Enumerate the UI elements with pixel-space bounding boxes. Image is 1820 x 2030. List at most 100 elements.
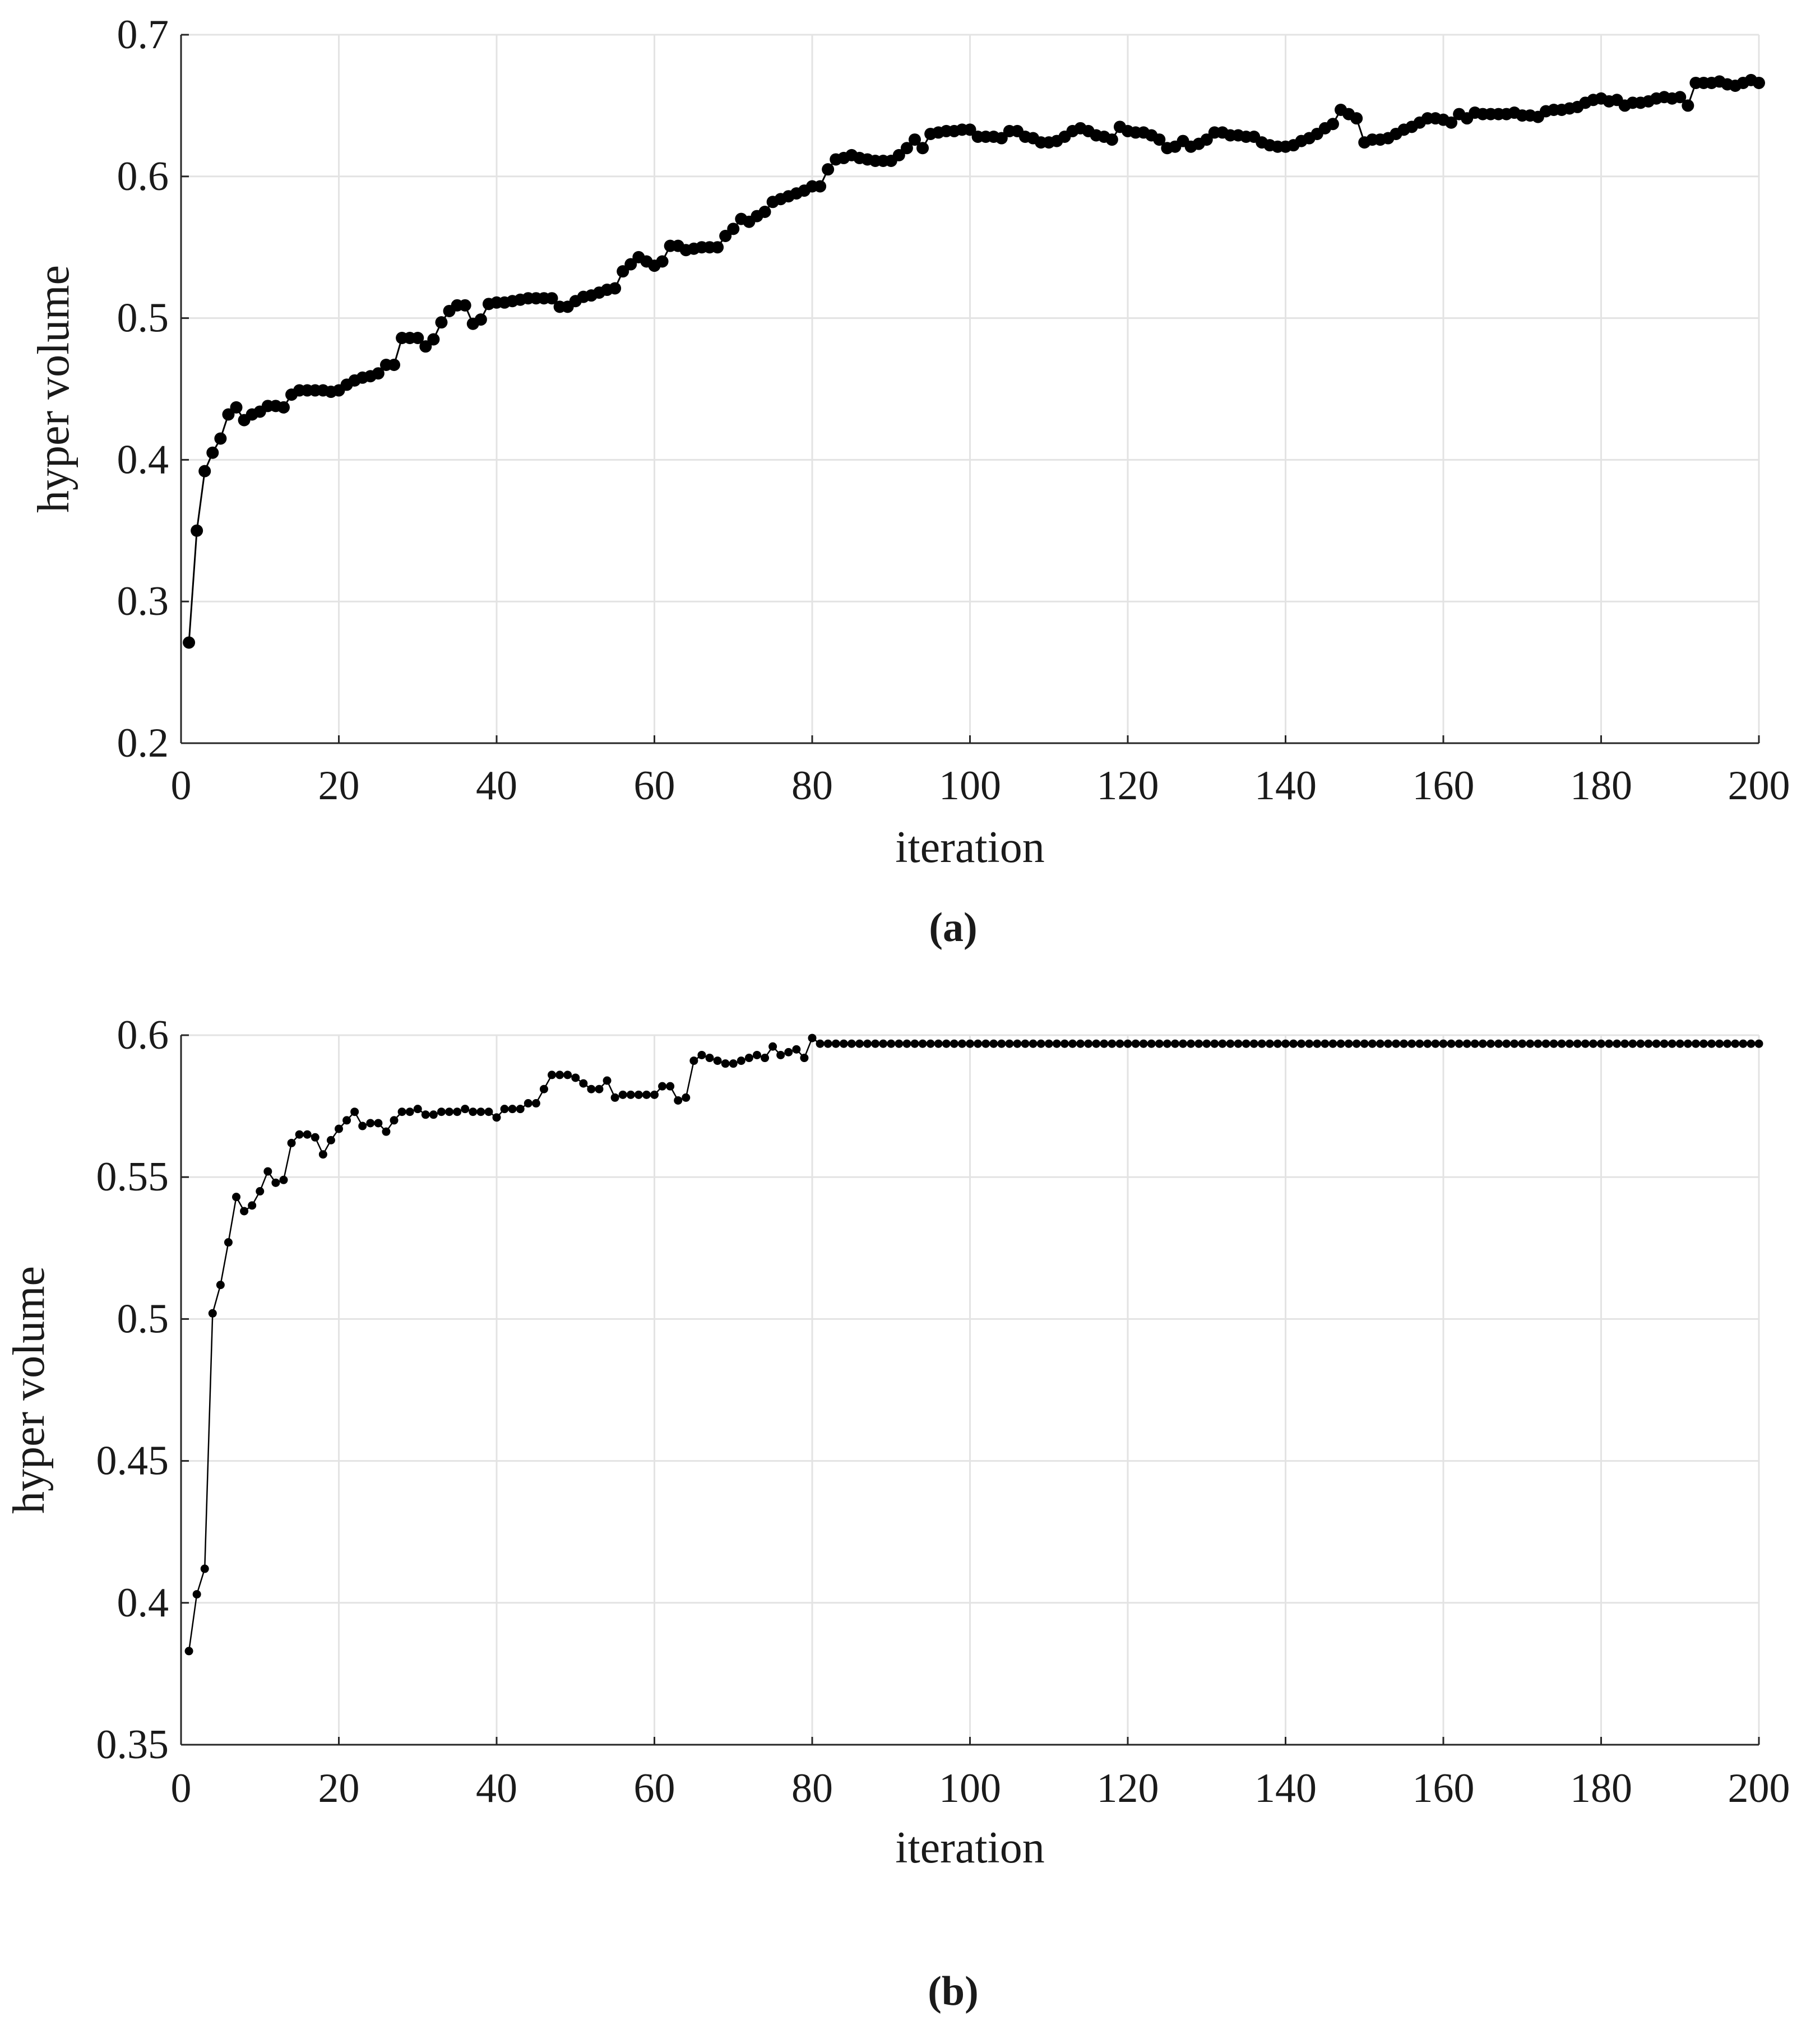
data-point <box>705 1054 714 1063</box>
data-point <box>1683 1039 1692 1048</box>
data-point <box>411 331 424 344</box>
data-point <box>887 1039 896 1048</box>
data-point <box>1344 1039 1353 1048</box>
data-point <box>831 1039 840 1048</box>
data-point <box>1731 1039 1740 1048</box>
x-tick-label: 0 <box>171 1765 192 1811</box>
data-point <box>1541 1039 1550 1048</box>
x-tick-label: 60 <box>634 763 675 809</box>
x-tick-label: 80 <box>791 763 833 809</box>
data-point <box>1707 1039 1716 1048</box>
y-tick-label: 0.2 <box>117 720 169 766</box>
data-point <box>388 359 401 372</box>
data-point <box>413 1105 422 1114</box>
data-point <box>981 1039 990 1048</box>
data-point <box>1557 1039 1566 1048</box>
data-point <box>863 1039 872 1048</box>
y-tick-label: 0.45 <box>96 1438 169 1484</box>
data-point <box>847 1039 856 1048</box>
caption: (a) <box>929 905 977 951</box>
data-point <box>1249 1039 1258 1048</box>
y-tick-label: 0.6 <box>117 1012 169 1058</box>
data-point <box>1383 1039 1392 1048</box>
data-point <box>1013 1039 1022 1048</box>
data-point <box>1257 1039 1266 1048</box>
data-point <box>758 206 771 218</box>
x-tick-label: 20 <box>318 763 360 809</box>
data-point <box>1494 1039 1503 1048</box>
data-point <box>1747 1039 1756 1048</box>
data-point <box>230 401 243 414</box>
data-point <box>642 1090 651 1099</box>
data-point <box>1431 1039 1440 1048</box>
data-point <box>1462 1039 1471 1048</box>
x-tick-label: 20 <box>318 1765 360 1811</box>
data-point <box>200 1564 209 1573</box>
data-point <box>814 180 827 193</box>
data-point <box>609 282 622 295</box>
data-point <box>1439 1039 1448 1048</box>
data-line <box>188 1037 1759 1652</box>
data-point <box>1265 1039 1274 1048</box>
data-point <box>545 292 558 305</box>
data-point <box>1092 1039 1101 1048</box>
data-point <box>500 1105 509 1114</box>
data-point <box>1179 1039 1188 1048</box>
data-point <box>358 1121 367 1130</box>
data-point <box>1613 1039 1622 1048</box>
data-point <box>531 1099 540 1108</box>
data-point <box>800 1054 809 1063</box>
data-point <box>1105 133 1118 146</box>
data-point <box>892 149 905 161</box>
data-point <box>744 1054 753 1063</box>
data-point <box>1470 1039 1479 1048</box>
data-point <box>1447 1039 1456 1048</box>
data-point <box>895 1039 904 1048</box>
data-point <box>942 1039 951 1048</box>
data-point <box>997 1039 1006 1048</box>
data-point <box>1478 1039 1487 1048</box>
data-point <box>1565 1039 1574 1048</box>
data-point <box>1455 1039 1464 1048</box>
data-point <box>382 1127 391 1136</box>
data-point <box>1147 1039 1156 1048</box>
data-point <box>1336 1039 1345 1048</box>
data-point <box>634 1090 643 1099</box>
data-point <box>405 1107 414 1116</box>
data-point <box>934 1039 943 1048</box>
data-point <box>508 1105 517 1114</box>
data-point <box>957 1039 966 1048</box>
data-point <box>1753 76 1765 89</box>
data-point <box>1153 133 1166 146</box>
data-point <box>222 408 235 421</box>
data-point <box>902 1039 911 1048</box>
data-point <box>303 1130 312 1139</box>
data-point <box>1313 1039 1322 1048</box>
data-point <box>311 1133 319 1142</box>
data-point <box>624 258 637 271</box>
data-point <box>397 1107 406 1116</box>
data-point <box>240 1207 249 1216</box>
data-point <box>1139 1039 1148 1048</box>
data-point <box>374 1119 383 1128</box>
data-point <box>626 1090 635 1099</box>
data-point <box>1660 1039 1669 1048</box>
data-point <box>390 1116 399 1125</box>
data-point <box>1668 1039 1677 1048</box>
data-point <box>737 1056 745 1065</box>
x-tick-label: 140 <box>1254 1765 1317 1811</box>
y-tick-label: 0.35 <box>96 1722 169 1768</box>
data-point <box>658 1082 667 1091</box>
data-point <box>697 1050 706 1059</box>
data-point <box>435 316 448 329</box>
data-point <box>656 255 669 268</box>
x-tick-label: 40 <box>476 1765 517 1811</box>
data-point <box>1108 1039 1117 1048</box>
data-point <box>1044 1039 1053 1048</box>
data-point <box>822 163 835 176</box>
data-point <box>1242 1039 1251 1048</box>
data-point <box>711 241 724 254</box>
data-point <box>1407 1039 1416 1048</box>
data-point <box>839 1039 848 1048</box>
data-point <box>1021 1039 1030 1048</box>
